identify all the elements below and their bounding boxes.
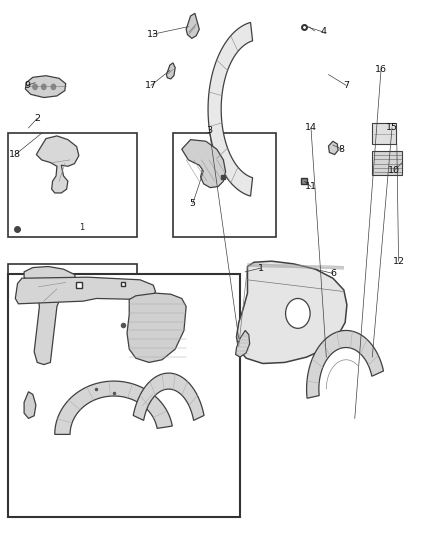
Polygon shape [127, 293, 186, 362]
Polygon shape [328, 141, 338, 155]
Text: 16: 16 [375, 65, 387, 74]
Text: 1: 1 [258, 264, 264, 272]
Bar [8, 274, 240, 517]
Text: 6: 6 [330, 269, 336, 278]
Text: 3: 3 [206, 126, 212, 135]
Polygon shape [166, 63, 175, 79]
Polygon shape [55, 381, 172, 434]
Circle shape [51, 84, 56, 90]
Text: 13: 13 [147, 30, 159, 38]
Text: 10: 10 [388, 166, 400, 175]
Polygon shape [208, 22, 253, 196]
Polygon shape [15, 277, 155, 304]
Text: 15: 15 [386, 124, 398, 132]
Polygon shape [133, 373, 204, 421]
Text: 12: 12 [392, 257, 405, 265]
Circle shape [42, 84, 46, 90]
Polygon shape [182, 140, 226, 188]
Bar [8, 133, 137, 237]
Polygon shape [25, 76, 66, 98]
Text: 5: 5 [190, 199, 196, 208]
Polygon shape [236, 330, 250, 357]
Text: 8: 8 [339, 145, 345, 154]
Circle shape [286, 298, 310, 328]
Text: 7: 7 [343, 81, 349, 90]
Text: 18: 18 [9, 150, 21, 159]
Text: 9: 9 [24, 81, 30, 90]
Text: 4: 4 [320, 28, 326, 36]
Text: 17: 17 [145, 81, 157, 90]
Bar [372, 123, 396, 144]
Bar [173, 133, 276, 237]
Text: 14: 14 [305, 124, 317, 132]
Polygon shape [36, 136, 79, 193]
Polygon shape [186, 13, 199, 38]
Polygon shape [24, 392, 36, 418]
Text: 2: 2 [34, 114, 40, 123]
Text: 1: 1 [79, 223, 84, 232]
Circle shape [33, 84, 37, 90]
Bar [372, 151, 402, 175]
Bar [8, 264, 137, 368]
Text: 11: 11 [305, 182, 317, 191]
Polygon shape [307, 330, 384, 398]
Polygon shape [24, 266, 77, 365]
Polygon shape [237, 261, 347, 364]
